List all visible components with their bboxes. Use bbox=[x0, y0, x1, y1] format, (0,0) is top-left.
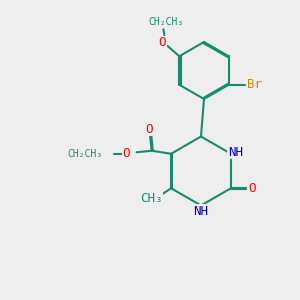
Text: CH₂CH₃: CH₂CH₃ bbox=[148, 17, 183, 27]
Text: O: O bbox=[248, 182, 256, 195]
Text: NH: NH bbox=[194, 205, 208, 218]
Text: O: O bbox=[122, 147, 130, 160]
Text: O: O bbox=[158, 36, 166, 49]
Text: O: O bbox=[145, 123, 152, 136]
Text: CH₂CH₃: CH₂CH₃ bbox=[68, 149, 103, 159]
Text: CH₃: CH₃ bbox=[140, 192, 163, 205]
Text: NH: NH bbox=[228, 146, 243, 159]
Text: Br: Br bbox=[247, 78, 262, 91]
